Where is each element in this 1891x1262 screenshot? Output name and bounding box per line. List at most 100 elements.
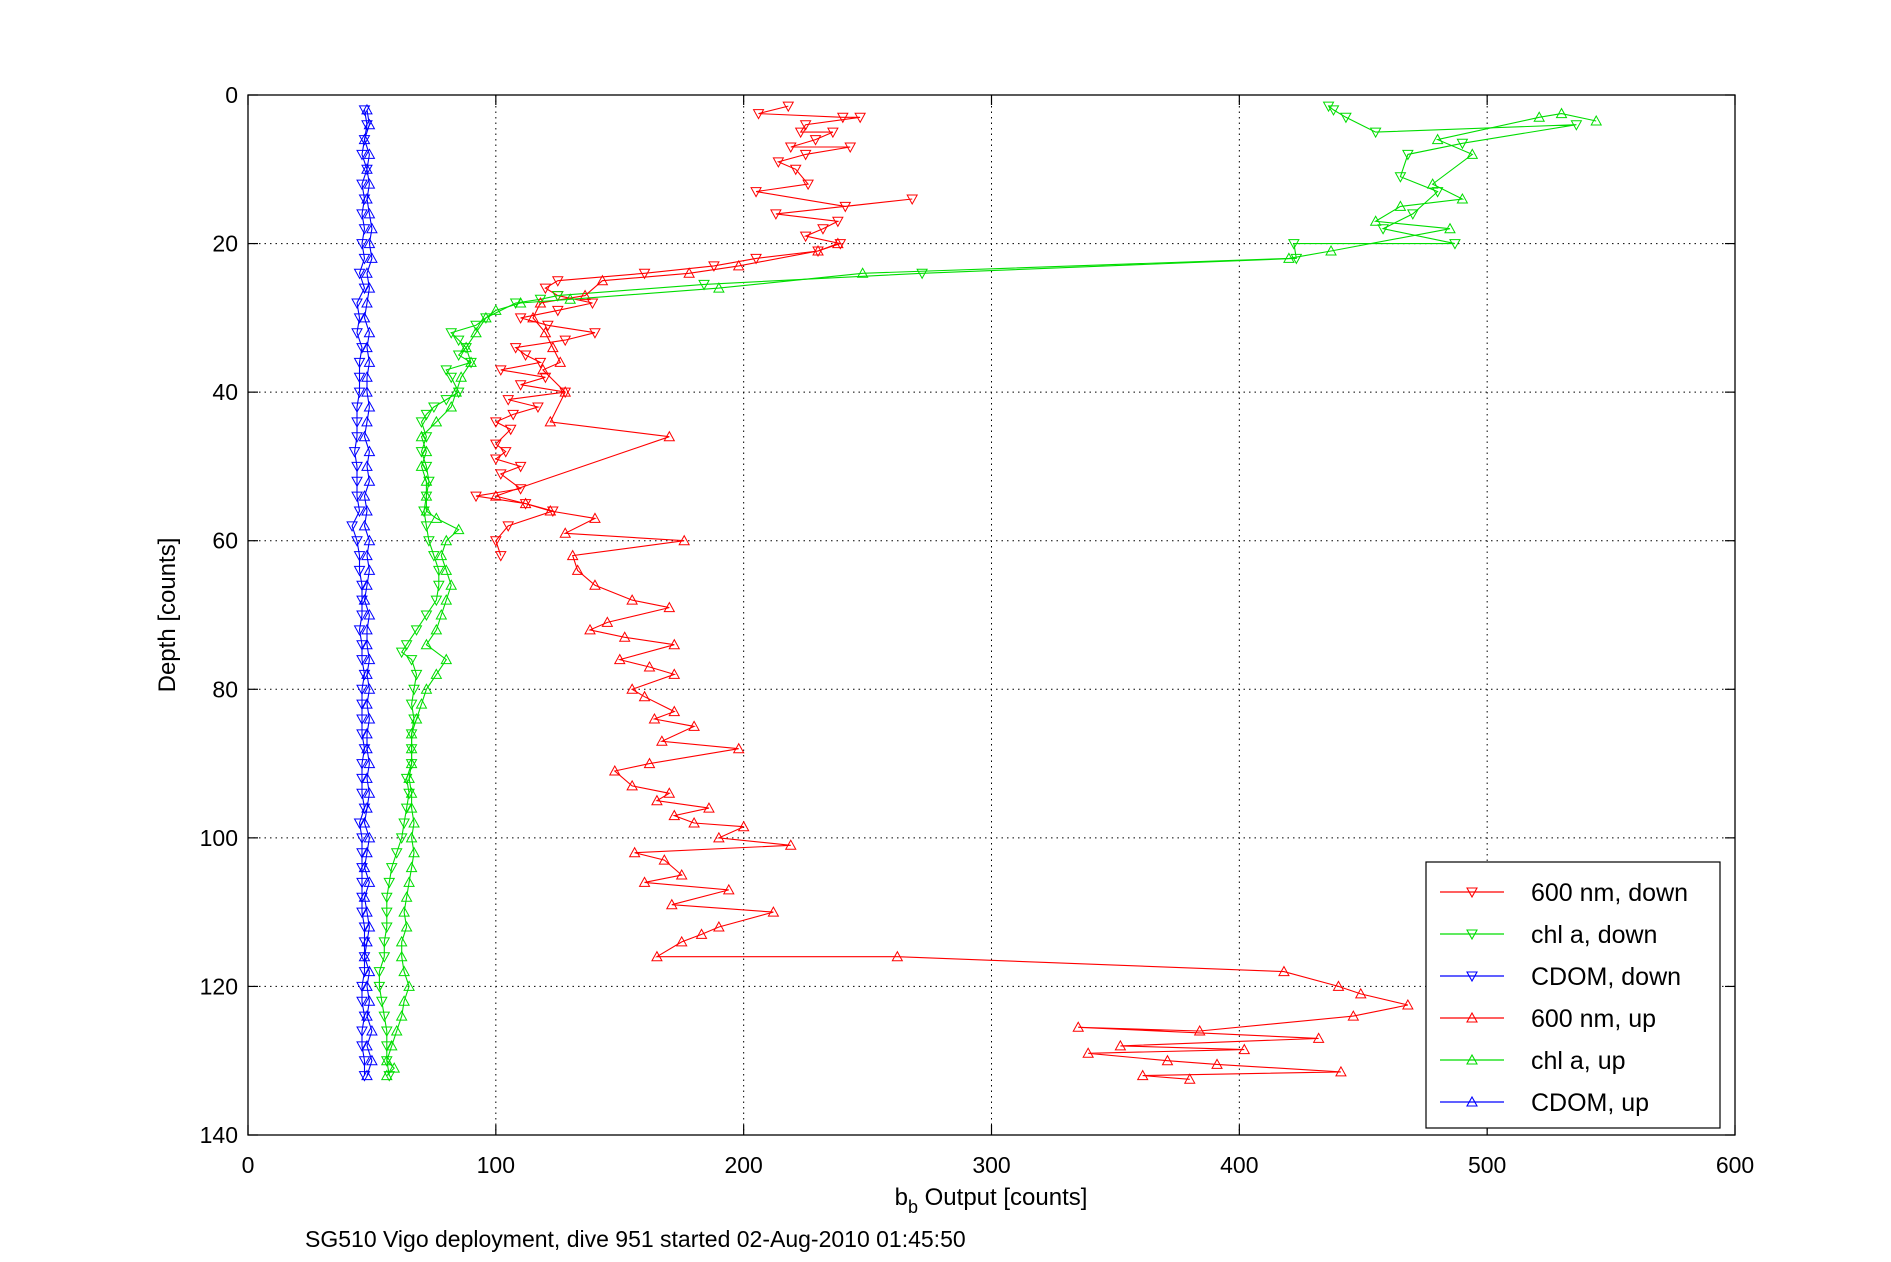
x-tick-label: 200 bbox=[724, 1152, 762, 1178]
y-tick-label: 120 bbox=[200, 973, 238, 999]
data-point bbox=[675, 935, 688, 947]
data-point bbox=[440, 534, 453, 546]
data-point bbox=[410, 669, 423, 681]
data-point bbox=[489, 536, 502, 547]
data-point bbox=[480, 311, 492, 323]
data-point bbox=[656, 735, 668, 746]
y-tick-label: 60 bbox=[212, 528, 238, 554]
data-point bbox=[373, 967, 386, 978]
x-tick-label: 400 bbox=[1220, 1152, 1258, 1178]
data-point bbox=[398, 965, 410, 977]
data-point bbox=[378, 1011, 391, 1023]
data-point bbox=[356, 209, 368, 220]
data-point bbox=[470, 320, 482, 332]
data-point bbox=[450, 386, 463, 397]
data-point bbox=[571, 564, 584, 575]
data-point bbox=[782, 101, 795, 113]
data-point bbox=[827, 127, 839, 139]
data-point bbox=[348, 447, 361, 458]
data-point bbox=[363, 534, 376, 546]
data-point bbox=[361, 579, 373, 590]
data-point bbox=[415, 430, 428, 442]
data-point bbox=[356, 1041, 368, 1052]
data-point bbox=[356, 179, 368, 191]
data-point bbox=[390, 848, 403, 859]
data-point bbox=[440, 594, 453, 605]
data-point bbox=[363, 787, 376, 798]
data-point bbox=[906, 194, 919, 206]
data-point bbox=[356, 580, 368, 592]
data-point bbox=[380, 922, 393, 934]
data-point bbox=[551, 291, 564, 302]
data-point bbox=[489, 417, 502, 428]
y-axis-label: Depth [counts] bbox=[154, 538, 181, 693]
data-point bbox=[688, 720, 700, 731]
data-point bbox=[542, 320, 554, 332]
data-point bbox=[356, 239, 368, 250]
y-tick-label: 80 bbox=[212, 676, 238, 702]
data-point bbox=[737, 820, 750, 832]
data-point bbox=[504, 424, 517, 436]
data-point bbox=[688, 816, 700, 828]
data-point bbox=[420, 475, 433, 486]
data-point bbox=[1072, 1021, 1085, 1032]
data-point bbox=[388, 1062, 401, 1073]
data-point bbox=[698, 279, 710, 291]
data-point bbox=[470, 491, 482, 503]
data-point bbox=[430, 595, 443, 607]
data-point bbox=[831, 216, 844, 228]
series-600-nm-up bbox=[489, 237, 1414, 1084]
data-point bbox=[410, 712, 423, 724]
legend-box bbox=[1425, 861, 1721, 1129]
data-point bbox=[363, 653, 376, 665]
data-point bbox=[420, 610, 433, 622]
data-point bbox=[378, 952, 391, 963]
data-point bbox=[361, 267, 373, 278]
data-point bbox=[1335, 1065, 1347, 1077]
data-point bbox=[361, 742, 373, 754]
data-point bbox=[363, 326, 376, 338]
data-point bbox=[539, 326, 552, 338]
data-point bbox=[532, 402, 544, 414]
data-point bbox=[405, 757, 418, 769]
data-point bbox=[784, 839, 797, 850]
data-point bbox=[353, 357, 366, 369]
data-point bbox=[589, 512, 601, 523]
legend-item: 600 nm, down bbox=[1440, 879, 1688, 907]
data-point bbox=[494, 469, 507, 480]
legend-label: chl a, up bbox=[1531, 1047, 1626, 1075]
legend-label: chl a, down bbox=[1531, 921, 1657, 949]
data-point bbox=[579, 289, 591, 301]
data-point bbox=[358, 133, 371, 145]
data-point bbox=[358, 1056, 371, 1067]
data-point bbox=[514, 380, 527, 391]
data-point bbox=[559, 335, 572, 347]
data-point bbox=[351, 402, 363, 414]
data-point bbox=[420, 521, 433, 532]
data-point bbox=[430, 415, 443, 427]
x-axis-label: bb Output [counts] bbox=[895, 1184, 1088, 1217]
data-point bbox=[1347, 1010, 1360, 1021]
legend-marker bbox=[1466, 1053, 1478, 1065]
data-point bbox=[356, 1026, 368, 1038]
data-point bbox=[665, 898, 678, 910]
data-point bbox=[638, 876, 651, 887]
data-point bbox=[1193, 1024, 1206, 1036]
data-point bbox=[494, 551, 507, 562]
data-point bbox=[358, 891, 371, 902]
x-tick-label: 500 bbox=[1468, 1152, 1506, 1178]
data-point bbox=[405, 802, 418, 813]
data-point bbox=[1402, 149, 1414, 161]
legend-item: chl a, down bbox=[1440, 921, 1657, 949]
data-point bbox=[489, 454, 502, 466]
data-point bbox=[366, 1024, 378, 1036]
data-point bbox=[1278, 965, 1290, 977]
y-tick-label: 140 bbox=[200, 1122, 238, 1148]
data-point bbox=[380, 892, 393, 904]
data-point bbox=[408, 846, 420, 858]
data-point bbox=[626, 594, 638, 605]
data-point bbox=[358, 861, 371, 873]
x-tick-label: 300 bbox=[972, 1152, 1010, 1178]
data-point bbox=[601, 616, 614, 627]
data-point bbox=[509, 343, 522, 354]
